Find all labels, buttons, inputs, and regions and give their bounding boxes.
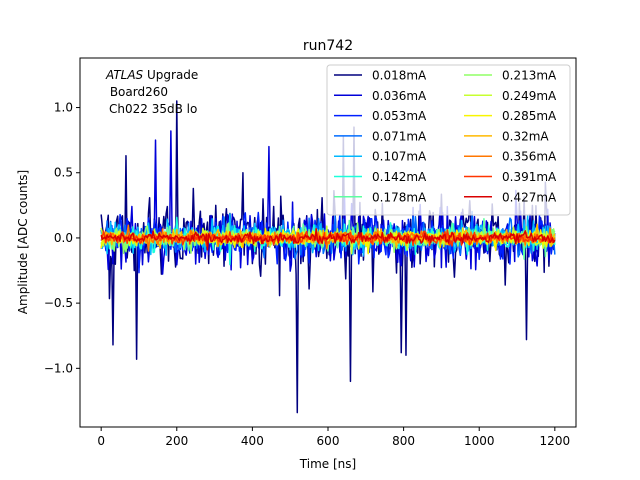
x-tick-label: 800 bbox=[392, 434, 415, 448]
legend-label: 0.356mA bbox=[502, 150, 557, 164]
legend-label: 0.142mA bbox=[372, 170, 427, 184]
x-tick-label: 200 bbox=[165, 434, 188, 448]
legend-label: 0.213mA bbox=[502, 69, 557, 83]
y-tick-label: −0.5 bbox=[44, 296, 73, 310]
legend-label: 0.036mA bbox=[372, 89, 427, 103]
legend-label: 0.32mA bbox=[502, 129, 549, 143]
legend-label: 0.391mA bbox=[502, 170, 557, 184]
x-axis-ticks: 0 200 400 600 800 1000 1200 bbox=[97, 427, 570, 448]
y-tick-label: 0.5 bbox=[54, 166, 73, 180]
legend-label: 0.178mA bbox=[372, 190, 427, 204]
annotation-line-1: ATLAS Upgrade bbox=[105, 68, 198, 82]
y-tick-label: −1.0 bbox=[44, 361, 73, 375]
y-tick-label: 0.0 bbox=[54, 231, 73, 245]
legend-label: 0.071mA bbox=[372, 129, 427, 143]
x-tick-label: 400 bbox=[241, 434, 264, 448]
x-tick-label: 1200 bbox=[540, 434, 571, 448]
annotation-line-2: Board260 bbox=[106, 85, 168, 99]
series-layer bbox=[100, 100, 556, 414]
legend-label: 0.018mA bbox=[372, 69, 427, 83]
annotation-upgrade: Upgrade bbox=[143, 68, 198, 82]
x-tick-label: 1000 bbox=[464, 434, 495, 448]
atlas-annotation: ATLAS Upgrade Board260 Ch022 35dB lo bbox=[105, 68, 198, 116]
legend-label: 0.427mA bbox=[502, 190, 557, 204]
legend-label: 0.285mA bbox=[502, 109, 557, 123]
legend-label: 0.107mA bbox=[372, 150, 427, 164]
y-tick-label: 1.0 bbox=[54, 101, 73, 115]
annotation-atlas: ATLAS bbox=[105, 68, 144, 82]
annotation-line-3: Ch022 35dB lo bbox=[109, 102, 197, 116]
legend-label: 0.053mA bbox=[372, 109, 427, 123]
chart-title: run742 bbox=[303, 38, 353, 54]
y-axis-label: Amplitude [ADC counts] bbox=[16, 170, 30, 314]
x-tick-label: 600 bbox=[317, 434, 340, 448]
legend: 0.018mA 0.036mA 0.053mA 0.071mA 0.107mA 0.142… bbox=[326, 64, 571, 216]
legend-box bbox=[326, 64, 571, 216]
legend-label: 0.249mA bbox=[502, 89, 557, 103]
y-axis-ticks: −1.0 −0.5 0.0 0.5 1.0 bbox=[44, 101, 80, 375]
x-tick-label: 0 bbox=[97, 434, 105, 448]
x-axis-label: Time [ns] bbox=[299, 457, 356, 471]
series-line-14 bbox=[100, 227, 556, 251]
